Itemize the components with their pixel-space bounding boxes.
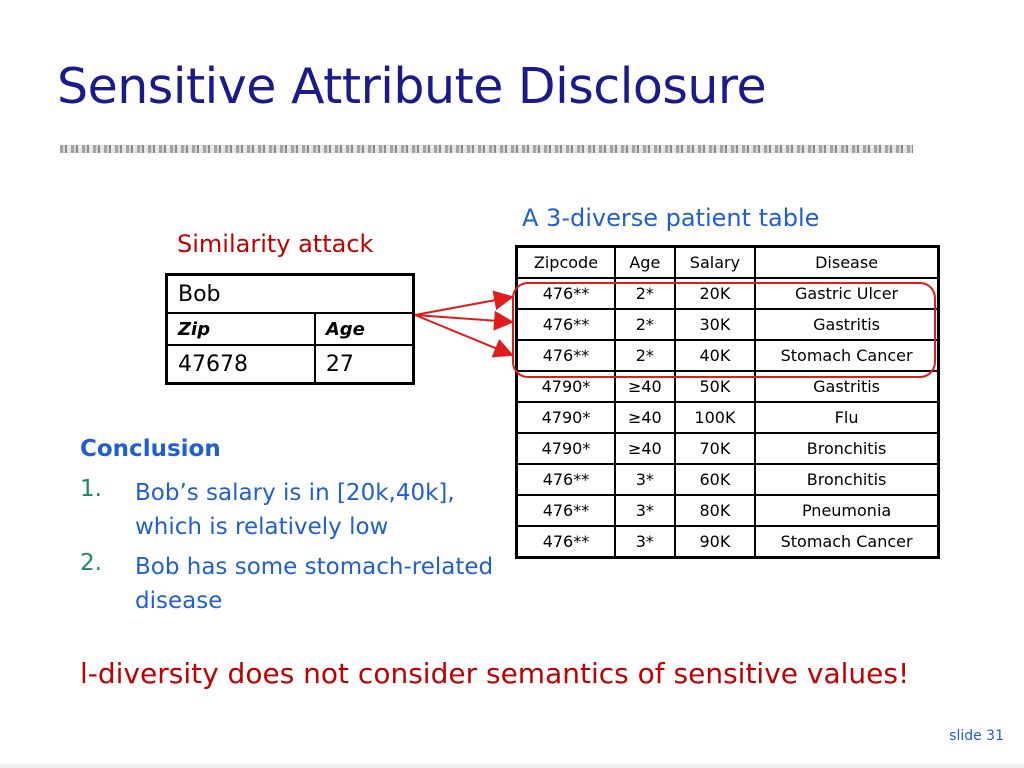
table-cell: 476** bbox=[515, 339, 616, 372]
table-cell: 70K bbox=[673, 432, 757, 465]
bob-age-value: 27 bbox=[313, 344, 415, 385]
title-divider bbox=[60, 145, 913, 153]
table-cell: Bronchitis bbox=[754, 463, 940, 496]
patient-header-cell: Disease bbox=[754, 245, 940, 279]
patient-header-cell: Zipcode bbox=[515, 245, 616, 279]
table-row: 476** 3* 90K Stomach Cancer bbox=[515, 525, 940, 559]
table-cell: ≥40 bbox=[613, 401, 676, 434]
table-cell: 50K bbox=[673, 370, 757, 403]
conclusion-heading: Conclusion bbox=[80, 436, 221, 462]
slide-title: Sensitive Attribute Disclosure bbox=[57, 58, 767, 115]
similarity-attack-caption: Similarity attack bbox=[177, 230, 374, 258]
bob-header-zip: Zip bbox=[165, 312, 316, 346]
conclusion-text: Bob’s salary is in [20k,40k], which is r… bbox=[135, 480, 455, 540]
table-cell: 2* bbox=[613, 308, 676, 341]
slide-number: slide 31 bbox=[949, 728, 1004, 744]
patient-table-caption: A 3-diverse patient table bbox=[522, 204, 820, 232]
table-cell: 4790* bbox=[515, 432, 616, 465]
arrow-to-row-3 bbox=[414, 314, 514, 358]
arrow-to-row-2 bbox=[414, 310, 514, 331]
table-row: 476** 2* 30K Gastritis bbox=[515, 308, 940, 341]
table-cell: 90K bbox=[673, 525, 757, 559]
table-cell: Gastritis bbox=[754, 370, 940, 403]
patient-table: Zipcode Age Salary Disease 476** 2* 20K Gastric… bbox=[515, 245, 940, 559]
table-cell: 3* bbox=[613, 494, 676, 527]
conclusion-text: Bob has some stomach-related disease bbox=[135, 554, 494, 614]
table-cell: 476** bbox=[515, 494, 616, 527]
bob-table: Bob Zip Age 47678 27 bbox=[165, 273, 415, 385]
table-row: 476** 3* 80K Pneumonia bbox=[515, 494, 940, 527]
table-row: 4790* ≥40 70K Bronchitis bbox=[515, 432, 940, 465]
conclusion-item: 2. Bob has some stomach-related disease bbox=[80, 550, 500, 618]
bob-zip-value: 47678 bbox=[165, 344, 316, 385]
table-cell: 476** bbox=[515, 308, 616, 341]
arrow-to-row-1 bbox=[414, 290, 514, 316]
table-cell: 476** bbox=[515, 463, 616, 496]
table-row: 4790* ≥40 50K Gastritis bbox=[515, 370, 940, 403]
conclusion-item: 1. Bob’s salary is in [20k,40k], which i… bbox=[80, 476, 500, 544]
table-cell: 30K bbox=[673, 308, 757, 341]
table-cell: 4790* bbox=[515, 370, 616, 403]
conclusion-number: 2. bbox=[80, 550, 102, 576]
table-row: 476** 3* 60K Bronchitis bbox=[515, 463, 940, 496]
table-cell: 2* bbox=[613, 339, 676, 372]
table-row: 4790* ≥40 100K Flu bbox=[515, 401, 940, 434]
matching-rows-highlight bbox=[512, 282, 936, 378]
table-cell: Flu bbox=[754, 401, 940, 434]
table-cell: Bronchitis bbox=[754, 432, 940, 465]
bob-name-row: Bob bbox=[165, 273, 415, 314]
table-cell: 3* bbox=[613, 525, 676, 559]
bottom-note: l-diversity does not consider semantics … bbox=[80, 657, 910, 690]
patient-header-cell: Age bbox=[613, 245, 676, 279]
table-cell: 3* bbox=[613, 463, 676, 496]
table-cell: Stomach Cancer bbox=[754, 525, 940, 559]
table-cell: 4790* bbox=[515, 401, 616, 434]
table-row: 476** 2* 40K Stomach Cancer bbox=[515, 339, 940, 372]
patient-header-cell: Salary bbox=[673, 245, 757, 279]
table-cell: ≥40 bbox=[613, 432, 676, 465]
table-cell: Gastritis bbox=[754, 308, 940, 341]
bottom-strip bbox=[0, 764, 1024, 768]
bob-header-age: Age bbox=[313, 312, 415, 346]
table-cell: Stomach Cancer bbox=[754, 339, 940, 372]
patient-header-row: Zipcode Age Salary Disease bbox=[515, 245, 940, 279]
patient-table-body: Zipcode Age Salary Disease 476** 2* 20K Gastric… bbox=[515, 245, 940, 559]
bob-header-row: Zip Age bbox=[165, 312, 415, 346]
table-cell: 80K bbox=[673, 494, 757, 527]
table-cell: 100K bbox=[673, 401, 757, 434]
table-cell: Pneumonia bbox=[754, 494, 940, 527]
bob-name-cell: Bob bbox=[165, 273, 415, 314]
conclusion-number: 1. bbox=[80, 476, 102, 502]
table-cell: 40K bbox=[673, 339, 757, 372]
conclusion-list: 1. Bob’s salary is in [20k,40k], which i… bbox=[80, 476, 500, 624]
table-cell: 476** bbox=[515, 525, 616, 559]
table-cell: 60K bbox=[673, 463, 757, 496]
bob-value-row: 47678 27 bbox=[165, 344, 415, 385]
table-cell: ≥40 bbox=[613, 370, 676, 403]
